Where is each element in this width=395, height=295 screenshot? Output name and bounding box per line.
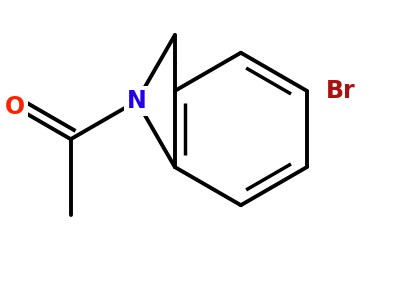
Text: N: N	[127, 89, 147, 113]
Text: O: O	[5, 95, 25, 119]
Text: Br: Br	[326, 79, 356, 103]
